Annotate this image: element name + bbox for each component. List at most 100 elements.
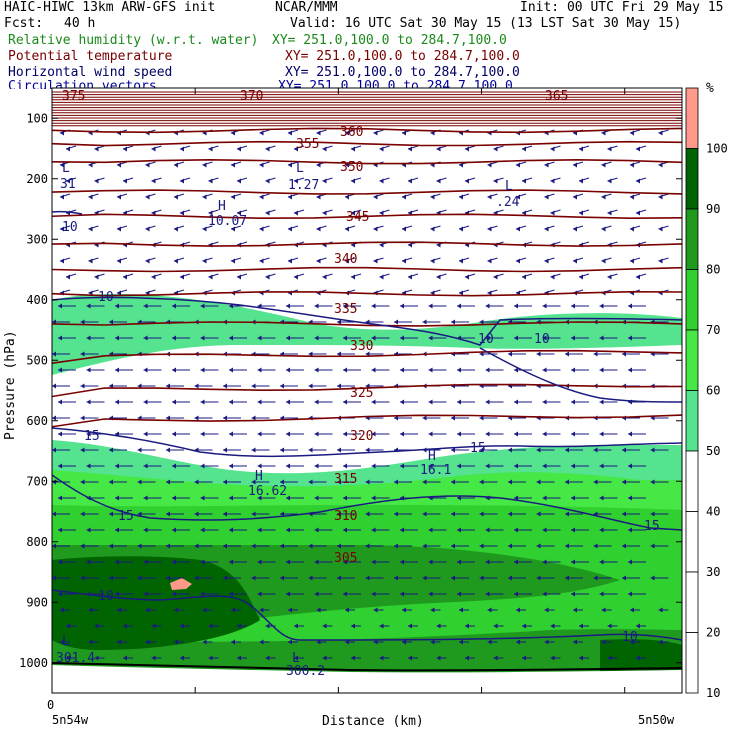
wind-vector-head [259, 130, 264, 136]
wind-vector-head [52, 351, 56, 357]
wind-vector-head [485, 431, 490, 437]
model-title: HAIC-HIWC 13km ARW-GFS init [4, 0, 216, 15]
wind-vector-head [400, 335, 404, 341]
wind-vector-head [231, 607, 235, 613]
wind-vector-head [345, 639, 349, 645]
wind-vector-head [522, 178, 526, 184]
wind-vector-head [544, 162, 549, 168]
wind-vector-head [522, 210, 526, 216]
wind-vector-head [343, 495, 347, 501]
wind-vector-head [58, 431, 62, 437]
field-rh-name: Relative humidity (w.r.t. water) [8, 33, 259, 48]
wind-labels: 10 10 10 10 15 15 15 15 10 10 [62, 220, 660, 645]
wind-vector-head [316, 607, 321, 613]
wind-vector-head [514, 367, 518, 373]
theta-contour-line [52, 266, 682, 273]
colorbar-segment [685, 329, 699, 391]
wind-vector-head [636, 178, 640, 184]
wind-vector-head [251, 511, 256, 517]
wind-vector-head [371, 303, 376, 309]
field-theta-xy: XY= 251.0,100.0 to 284.7,100.0 [285, 49, 520, 64]
wind-vector-head [194, 575, 199, 581]
wind-vector-head [573, 226, 577, 232]
wind-vector-head [550, 146, 555, 152]
wind-vector-head [400, 591, 404, 597]
wind-vector-head [288, 162, 292, 168]
wind-vector-head [622, 511, 626, 517]
wind-vector-head [286, 367, 290, 373]
marker-value: .24 [496, 195, 520, 210]
wind-vector-head [573, 162, 577, 168]
wind-vector-head [451, 543, 455, 549]
wind-vector-head [259, 607, 264, 613]
wind-vector-head [172, 399, 176, 405]
wind-vector-head [408, 655, 412, 661]
wind-vector-head [202, 258, 207, 264]
wind-vector-head [542, 399, 547, 405]
wind-vector-head [400, 367, 404, 373]
wind-vector-head [280, 447, 284, 453]
wind-vector-head [607, 623, 612, 629]
wind-vector-head [542, 367, 547, 373]
wind-vector-head [365, 511, 370, 517]
wind-vector-head [80, 543, 85, 549]
marker-value: 16.62 [248, 484, 287, 499]
wind-vector-head [308, 383, 313, 389]
wind-vector-head [542, 431, 547, 437]
wind-vector-head [430, 130, 435, 136]
wind-vector-head [658, 226, 663, 232]
wind-vector-head [422, 575, 427, 581]
wind-vector-head [379, 655, 384, 661]
wind-vector-head [428, 527, 433, 533]
wind-vector-head [314, 591, 319, 597]
wind-vector-head [487, 639, 492, 645]
wind-vector-head [536, 479, 541, 485]
wind-vector-head [151, 655, 156, 661]
wind-vector-head [143, 495, 148, 501]
wind-vector-head [542, 303, 547, 309]
wind-vector-head [351, 655, 355, 661]
wind-vector-head [485, 367, 490, 373]
wind-vector-head [487, 162, 492, 168]
wind-vector-head [599, 559, 604, 565]
wind-vector-head [145, 226, 150, 232]
wind-vector-head [286, 335, 290, 341]
y-tick-label: 400 [26, 293, 48, 307]
wind-vector-head [200, 559, 205, 565]
wind-vector-head [237, 623, 241, 629]
colorbar-segment [685, 208, 699, 270]
wind-vector-head [286, 591, 290, 597]
field-rh-xy: XY= 251.0,100.0 to 284.7,100.0 [272, 33, 507, 48]
wind-vector-head [394, 575, 398, 581]
wind-vector-head [459, 194, 463, 200]
wind-vector-head [650, 479, 655, 485]
wind-vector-head [658, 194, 663, 200]
y-tick-label: 100 [26, 111, 48, 125]
wind-vector-head [394, 415, 398, 421]
wind-vector-head [151, 178, 156, 184]
wind-vector-head [573, 607, 577, 613]
colorbar-label: 100 [706, 142, 728, 156]
wind-vector-head [52, 383, 56, 389]
wind-vector-head [571, 399, 575, 405]
x-axis-left-label: 5n54w [52, 713, 89, 727]
wind-vector-head [508, 543, 512, 549]
wind-vector-head [479, 319, 484, 325]
wind-vector-head [514, 559, 518, 565]
wind-15-contour [52, 427, 682, 458]
plot-area [52, 88, 682, 693]
wind-vector-head [60, 226, 64, 232]
pressure-markers: L 31 L 1.27 H 10.07 L .24 H 16.1 H 16.62… [56, 161, 520, 679]
wind-vector-head [94, 178, 99, 184]
wind-label-10b: 10 [98, 290, 114, 305]
wind-vector-head [628, 495, 632, 501]
wind-vector-head [151, 210, 156, 216]
wind-vector-head [402, 226, 406, 232]
wind-vector-head [601, 258, 606, 264]
wind-vector-head [60, 130, 64, 136]
wind-vector-head [408, 623, 412, 629]
wind-vector-head [402, 258, 406, 264]
wind-vector-head [115, 559, 119, 565]
wind-vector-head [52, 543, 56, 549]
wind-speed-contours [52, 210, 682, 641]
